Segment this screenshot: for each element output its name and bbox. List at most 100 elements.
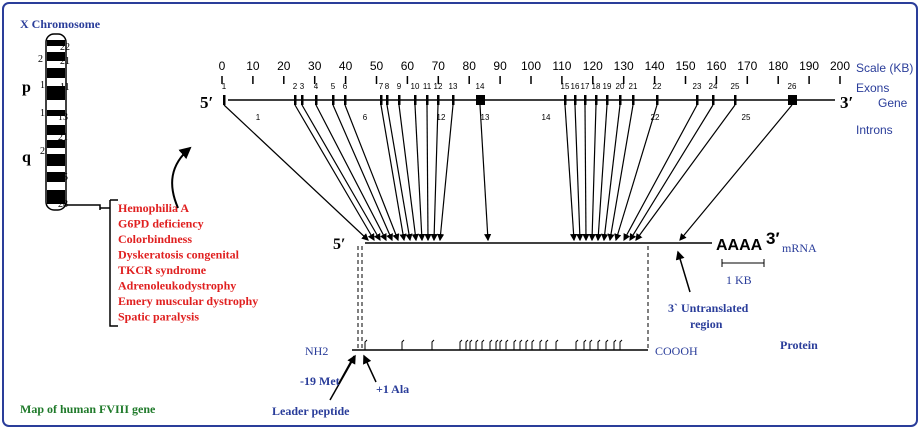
- introns-label: Introns: [856, 123, 893, 137]
- exon: [632, 95, 635, 105]
- exon-label: 10: [411, 82, 420, 91]
- intron-label: 6: [363, 113, 368, 122]
- disease: Colorbindness: [118, 232, 192, 246]
- intron-label: 25: [742, 113, 751, 122]
- gene-label: Gene: [878, 96, 908, 110]
- band-label: 2: [40, 146, 45, 157]
- exon-label: 15: [561, 82, 570, 91]
- scale-tick-label: 130: [614, 59, 634, 73]
- scale-tick-label: 120: [583, 59, 603, 73]
- leader-label: Leader peptide: [272, 404, 350, 418]
- exon: [476, 95, 485, 105]
- scale-tick-label: 30: [308, 59, 322, 73]
- scale-tick-label: 20: [277, 59, 291, 73]
- caption: Map of human FVIII gene: [20, 402, 156, 416]
- utr-label: 3` Untranslated: [668, 301, 749, 315]
- polya: AAAA: [716, 237, 763, 254]
- scale-tick-label: 110: [552, 59, 571, 73]
- ala-label: +1 Ala: [376, 382, 409, 396]
- scale-tick-label: 70: [432, 59, 446, 73]
- arm-q: q: [22, 149, 31, 166]
- exon: [437, 95, 440, 105]
- band-label: 1: [40, 108, 45, 119]
- scale-tick-label: 200: [830, 59, 850, 73]
- utr-label: region: [690, 317, 723, 331]
- exon-label: 13: [449, 82, 458, 91]
- scale-tick-label: 0: [219, 59, 226, 73]
- exon: [398, 95, 401, 105]
- exon-label: 23: [693, 82, 702, 91]
- exon: [574, 95, 577, 105]
- exon: [380, 95, 383, 105]
- band-label: 25: [58, 172, 68, 183]
- protein-label: Protein: [780, 338, 818, 352]
- disease: Dyskeratosis congenital: [118, 248, 240, 262]
- exon-label: 16: [571, 82, 580, 91]
- exon-label: 22: [653, 82, 662, 91]
- mrna-label: mRNA: [782, 241, 817, 255]
- exon-label: 24: [709, 82, 718, 91]
- exon: [301, 95, 304, 105]
- met-label: -19 Met: [300, 374, 340, 388]
- exon-label: 21: [629, 82, 638, 91]
- band-label: 22: [60, 42, 70, 53]
- exon: [294, 95, 297, 105]
- exon: [734, 95, 737, 105]
- exon: [696, 95, 699, 105]
- band-label: 21: [60, 56, 70, 67]
- scale-tick-label: 50: [370, 59, 384, 73]
- exon: [315, 95, 318, 105]
- scale-tick-label: 80: [463, 59, 477, 73]
- exon-label: 3: [300, 82, 305, 91]
- diagram: X Chromosome p q 222211111132122528 Hemo…: [0, 0, 921, 430]
- scale-tick-label: 170: [737, 59, 757, 73]
- exon: [223, 95, 226, 105]
- scale-label: Scale (KB): [856, 61, 913, 75]
- exon-label: 4: [314, 82, 319, 91]
- exon-label: 25: [731, 82, 740, 91]
- exon: [426, 95, 429, 105]
- exon: [595, 95, 598, 105]
- kb-label: 1 KB: [726, 273, 752, 287]
- scale-tick-label: 40: [339, 59, 353, 73]
- scale-tick-label: 60: [401, 59, 415, 73]
- disease: Hemophilia A: [118, 201, 189, 215]
- gene-five: 5′: [200, 93, 213, 112]
- exon: [712, 95, 715, 105]
- disease: Emery muscular dystrophy: [118, 294, 258, 308]
- band-label: 13: [58, 112, 68, 123]
- disease: Adrenoleukodystrophy: [118, 279, 236, 293]
- exon-label: 11: [423, 82, 432, 91]
- scale-tick-label: 100: [521, 59, 541, 73]
- exon: [452, 95, 455, 105]
- exon-label: 1: [222, 82, 227, 91]
- scale-tick-label: 90: [493, 59, 507, 73]
- gene-three: 3′: [840, 93, 853, 112]
- band-label: 1: [40, 80, 45, 91]
- nh2-label: NH2: [305, 344, 328, 358]
- exon: [656, 95, 659, 105]
- intron-label: 13: [481, 113, 490, 122]
- exon-label: 7: [379, 82, 384, 91]
- disease: Spatic paralysis: [118, 310, 199, 324]
- scale-tick-label: 180: [768, 59, 788, 73]
- exon-label: 26: [788, 82, 797, 91]
- exon-label: 12: [434, 82, 443, 91]
- exon: [344, 95, 347, 105]
- mrna-five: 5′: [333, 236, 346, 253]
- scale-tick-label: 150: [675, 59, 695, 73]
- scale-tick-label: 140: [645, 59, 665, 73]
- exon-label: 20: [616, 82, 625, 91]
- exon-label: 19: [603, 82, 612, 91]
- scale-tick-label: 190: [799, 59, 819, 73]
- intron-label: 1: [256, 113, 261, 122]
- exon-label: 9: [397, 82, 402, 91]
- exon: [564, 95, 567, 105]
- disease: TKCR syndrome: [118, 263, 207, 277]
- exon: [619, 95, 622, 105]
- disease: G6PD deficiency: [118, 217, 204, 231]
- exon-label: 5: [331, 82, 336, 91]
- exons-label: Exons: [856, 81, 889, 95]
- band-label: 11: [60, 82, 70, 93]
- band-label: 21: [58, 132, 68, 143]
